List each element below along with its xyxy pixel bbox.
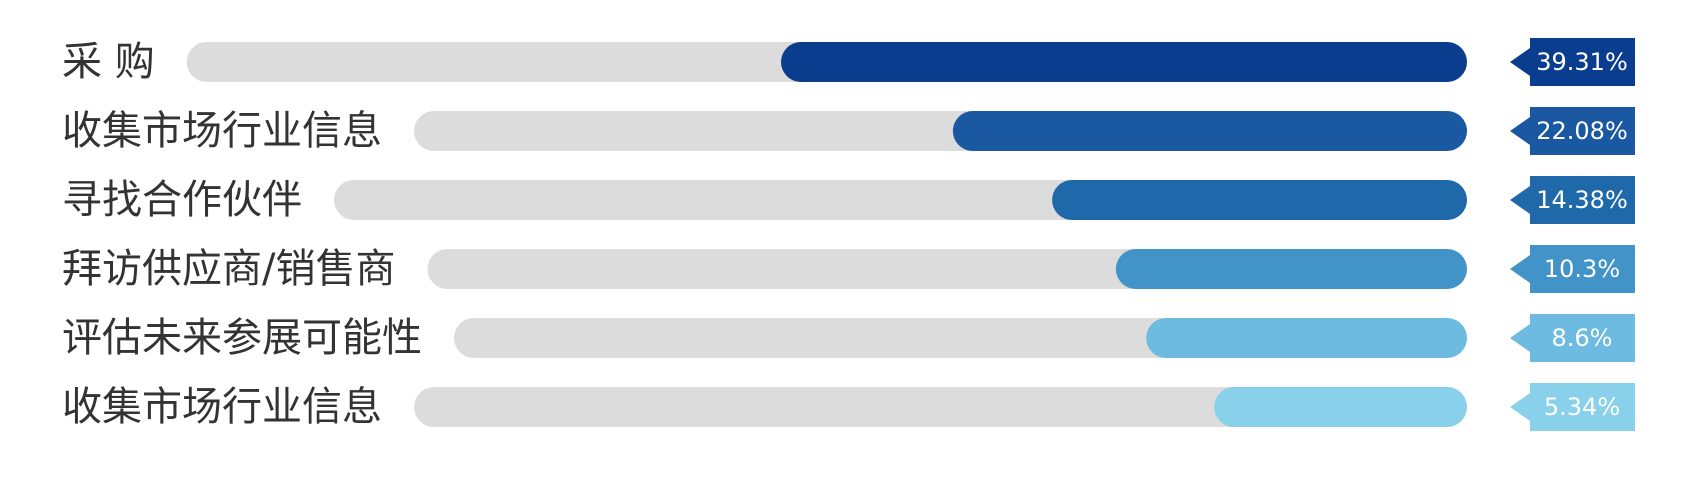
- category-label: 寻找合作伙伴: [62, 177, 302, 223]
- value-tag: [1510, 176, 1635, 224]
- category-label: 收集市场行业信息: [62, 108, 382, 154]
- value-tag: [1510, 107, 1635, 155]
- category-label: 采 购: [62, 39, 155, 85]
- value-tag: [1510, 245, 1635, 293]
- bar: [1115, 249, 1467, 289]
- category-label: 收集市场行业信息: [62, 384, 382, 430]
- value-label: 22.08%: [1536, 117, 1628, 145]
- bar: [1214, 387, 1467, 427]
- category-label: 评估未来参展可能性: [62, 315, 422, 361]
- bar: [952, 111, 1467, 151]
- value-tag: [1510, 314, 1635, 362]
- value-label: 39.31%: [1536, 48, 1628, 76]
- bar: [781, 42, 1467, 82]
- value-label: 10.3%: [1544, 255, 1620, 283]
- value-label: 14.38%: [1536, 186, 1628, 214]
- bar: [1146, 318, 1467, 358]
- bar: [1052, 180, 1467, 220]
- bar-track: [414, 387, 1467, 427]
- value-tag: [1510, 383, 1635, 431]
- category-label: 拜访供应商/销售商: [62, 246, 395, 292]
- value-label: 8.6%: [1552, 324, 1613, 352]
- value-label: 5.34%: [1544, 393, 1620, 421]
- value-tag: [1510, 38, 1635, 86]
